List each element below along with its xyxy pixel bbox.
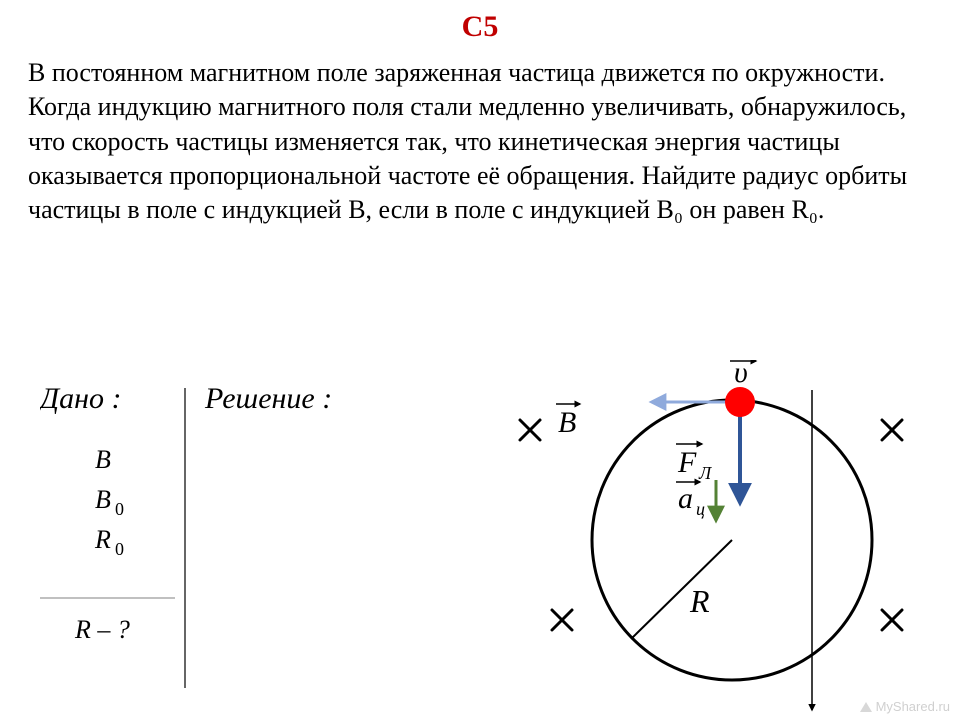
cross-icon	[882, 420, 902, 440]
given-item-1: B	[95, 445, 111, 474]
problem-statement: В постоянном магнитном поле заряженная ч…	[28, 56, 932, 228]
problem-number: С5	[0, 10, 960, 44]
label-a: a ц	[676, 482, 705, 519]
radius-line	[631, 540, 732, 639]
svg-text:B: B	[558, 406, 576, 439]
given-question: R – ?	[74, 615, 130, 644]
cross-icon	[520, 420, 540, 440]
cross-icon	[882, 610, 902, 630]
watermark: MyShared.ru	[860, 699, 950, 714]
label-v: υ	[730, 360, 756, 389]
svg-text:ц: ц	[696, 499, 705, 519]
given-solution-block: Дано : Решение : B B 0 R 0 R – ?	[40, 378, 440, 698]
physics-diagram: B υ F Л a ц	[480, 360, 920, 720]
svg-text:υ: υ	[734, 360, 748, 389]
svg-text:Л: Л	[698, 463, 713, 483]
play-icon	[860, 702, 872, 712]
watermark-text: MyShared.ru	[876, 699, 950, 714]
solution-label: Решение :	[204, 382, 332, 415]
given-item-3: R	[94, 525, 111, 554]
given-item-3-sub: 0	[115, 539, 124, 559]
svg-text:a: a	[678, 482, 693, 515]
dano-label: Дано :	[40, 382, 121, 415]
given-svg: Дано : Решение : B B 0 R 0 R – ?	[40, 378, 440, 698]
diagram-svg: B υ F Л a ц	[480, 360, 920, 720]
svg-text:F: F	[677, 446, 697, 479]
label-B: B	[556, 404, 580, 439]
field-crosses	[520, 420, 902, 630]
particle-dot	[725, 387, 755, 417]
label-F: F Л	[676, 444, 713, 483]
label-R: R	[689, 583, 710, 619]
given-item-2: B	[95, 485, 111, 514]
given-item-2-sub: 0	[115, 499, 124, 519]
cross-icon	[552, 610, 572, 630]
